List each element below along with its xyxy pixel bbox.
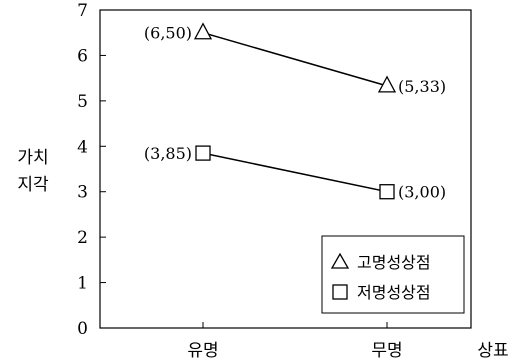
series-0-data-label-0: (6,50) — [144, 24, 192, 43]
x-category-label-1: 무명 — [371, 341, 402, 361]
y-tick-label-1: 1 — [77, 274, 88, 294]
x-axis-categories: 유명 무명 — [187, 322, 403, 361]
legend-square-icon — [332, 284, 348, 300]
series-1-data-label-0: (3,85) — [144, 144, 192, 163]
series-1-line — [202, 152, 388, 193]
y-tick-label-5: 5 — [77, 92, 88, 112]
y-tick-label-7: 7 — [77, 1, 88, 21]
legend-box — [321, 235, 465, 314]
plot-frame — [99, 9, 472, 329]
y-tick-label-3: 3 — [77, 183, 88, 203]
y-tick-label-6: 6 — [77, 46, 88, 66]
y-axis-title-line-2: 지각 — [17, 175, 49, 195]
series-1-data-label-1: (3,00) — [398, 183, 446, 202]
series-1-point-1 — [379, 184, 395, 200]
series-0-line — [202, 31, 388, 87]
y-axis-ticks: 0 1 2 3 4 5 6 7 — [77, 1, 106, 339]
y-tick-label-0: 0 — [77, 319, 88, 339]
y-tick-label-4: 4 — [77, 137, 88, 157]
series-0-point-0 — [193, 22, 213, 40]
y-axis-title-line-1: 가치 — [17, 148, 48, 168]
legend-label-1: 저명성상점 — [357, 283, 431, 302]
legend: 고명성상점 저명성상점 — [321, 235, 465, 314]
legend-label-0: 고명성상점 — [357, 253, 431, 272]
legend-triangle-icon — [330, 252, 350, 269]
series-0-data-label-1: (5,33) — [398, 77, 446, 96]
series-layer: (6,50) (5,33) (3,85) (3,00) — [144, 22, 446, 202]
x-axis-title: 상표 — [477, 341, 508, 361]
y-tick-label-2: 2 — [77, 228, 88, 248]
x-category-label-0: 유명 — [187, 341, 218, 361]
series-1-point-0 — [195, 145, 211, 161]
series-0-point-1 — [377, 75, 397, 93]
